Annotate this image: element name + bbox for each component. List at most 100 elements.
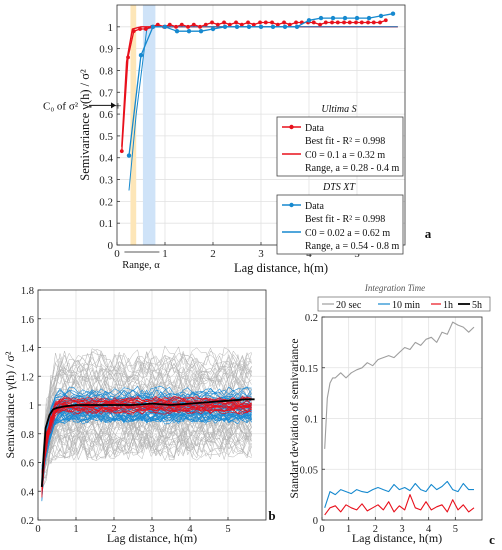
a-range-band: [142, 5, 156, 245]
a-data-point: [191, 22, 196, 27]
a-data-point: [162, 24, 168, 30]
b-ytick-label: 0.6: [21, 459, 34, 470]
b-ensemble-line: [41, 432, 252, 484]
c-legend-item: 5h: [472, 300, 482, 311]
c-xtick-label: 0: [319, 524, 324, 535]
b-xtick-label: 3: [149, 524, 154, 535]
b-mean-line: [40, 398, 255, 487]
a-data-point: [318, 15, 324, 21]
a-data-point: [126, 55, 130, 60]
a-data-point: [347, 20, 352, 25]
a-xtick-label: 3: [258, 248, 264, 260]
a-data-point: [366, 20, 370, 25]
b-ytick-label: 1.8: [21, 286, 34, 297]
a-data-point: [287, 22, 292, 27]
a-data-point: [138, 52, 144, 58]
b-xtick-label: 2: [111, 524, 116, 535]
panel-a-chart: 01234500.10.20.30.40.50.60.70.80.91Semiv…: [43, 4, 432, 275]
c-series-line: [324, 321, 475, 449]
a-ytick-label: 0.4: [99, 153, 113, 165]
a-data-point: [143, 27, 148, 31]
a-data-point: [210, 26, 216, 32]
b-xtick-label: 0: [35, 524, 40, 535]
b-ensemble-line: [41, 406, 252, 470]
a-data-point: [198, 28, 204, 34]
a-data-point: [330, 15, 336, 21]
a-legend-title: Ultima S: [321, 104, 356, 115]
a-data-point: [354, 15, 360, 21]
c-series-line: [324, 494, 475, 516]
b-ensemble-line: [41, 413, 252, 494]
b-ytick-label: 1: [29, 401, 34, 412]
b-ensemble-line: [41, 413, 252, 485]
b-ytick-label: 0.8: [21, 430, 34, 441]
a-data-point: [186, 28, 192, 34]
a-ytick-label: 0: [108, 240, 114, 252]
a-data-point: [378, 13, 384, 19]
c-ytick-label: 0.1: [305, 415, 318, 426]
b-ensemble-line: [41, 434, 252, 475]
b-ensemble-line: [41, 353, 252, 493]
b-ensemble-line: [41, 404, 252, 474]
a-data-point: [222, 24, 228, 30]
a-ytick-label: 0.9: [99, 44, 113, 56]
a-data-point: [203, 22, 208, 27]
a-data-point: [234, 20, 238, 25]
a-data-point: [246, 24, 252, 30]
a-data-point: [354, 20, 358, 25]
b-ensemble-line: [41, 433, 252, 480]
a-y-axis-label: Semivariance γ(h) / σ²: [78, 69, 92, 181]
b-ensemble-line: [41, 346, 252, 470]
b-ensemble-line: [41, 368, 252, 483]
a-legend-data: Data: [305, 123, 324, 134]
c-xtick-label: 3: [399, 524, 404, 535]
a-data-point: [294, 24, 300, 30]
panel-b-chart: 0 1 2 3 4 5 0.2 0.4 0.6 0.8 1 1.2 1.4 1.6 1.8 Semivaria…: [3, 286, 276, 545]
a-data-point: [342, 20, 346, 25]
a-data-point: [215, 22, 220, 27]
b-x-axis-label: Lag distance, h(m): [107, 531, 197, 545]
a-range-band: [130, 5, 137, 245]
b-panel-label: b: [268, 508, 275, 523]
a-legend-data: Data: [305, 201, 324, 212]
a-data-point: [174, 28, 180, 34]
a-legend-title: DTS XT: [322, 182, 356, 193]
c-legend-title: Integration Time: [364, 283, 425, 293]
a-data-point: [330, 20, 334, 25]
a-legend-range: Range, a = 0.54 - 0.8 m: [305, 241, 399, 252]
b-xtick-label: 5: [225, 524, 230, 535]
b-ensemble-line: [41, 389, 252, 486]
a-data-point: [318, 22, 322, 27]
b-ensemble-line: [41, 426, 252, 473]
a-data-point: [251, 22, 256, 27]
b-xtick-label: 1: [73, 524, 78, 535]
a-data-point: [198, 24, 202, 29]
a-data-point: [167, 22, 172, 27]
b-ensemble-line: [41, 363, 252, 473]
a-legend-range: Range, a = 0.28 - 0.4 m: [305, 163, 399, 174]
b-ensemble-line: [41, 432, 252, 486]
a-data-point: [383, 18, 388, 23]
a-data-point: [270, 20, 274, 25]
a-data-point: [258, 20, 262, 25]
c-series-line: [324, 480, 474, 508]
a-data-point: [234, 24, 240, 30]
b-ensemble-line: [41, 350, 252, 493]
a-data-point: [179, 22, 184, 27]
b-ytick-label: 1.6: [21, 315, 34, 326]
a-panel-label: a: [425, 226, 432, 241]
a-x-axis-label: Lag distance, h(m): [234, 261, 328, 275]
b-ytick-label: 0.4: [21, 487, 35, 498]
b-ytick-label: 1.4: [21, 344, 35, 355]
a-data-point: [131, 29, 136, 34]
a-data-point: [275, 22, 280, 27]
a-ytick-label: 1: [108, 22, 114, 34]
a-data-point: [306, 18, 312, 23]
a-data-point: [366, 15, 372, 21]
a-c0-arrowhead: [111, 102, 116, 109]
b-ytick-label: 1.2: [21, 372, 34, 383]
c-xtick-label: 5: [453, 524, 458, 535]
b-ensemble-line: [41, 398, 252, 491]
c-ytick-label: 0.05: [300, 465, 318, 476]
